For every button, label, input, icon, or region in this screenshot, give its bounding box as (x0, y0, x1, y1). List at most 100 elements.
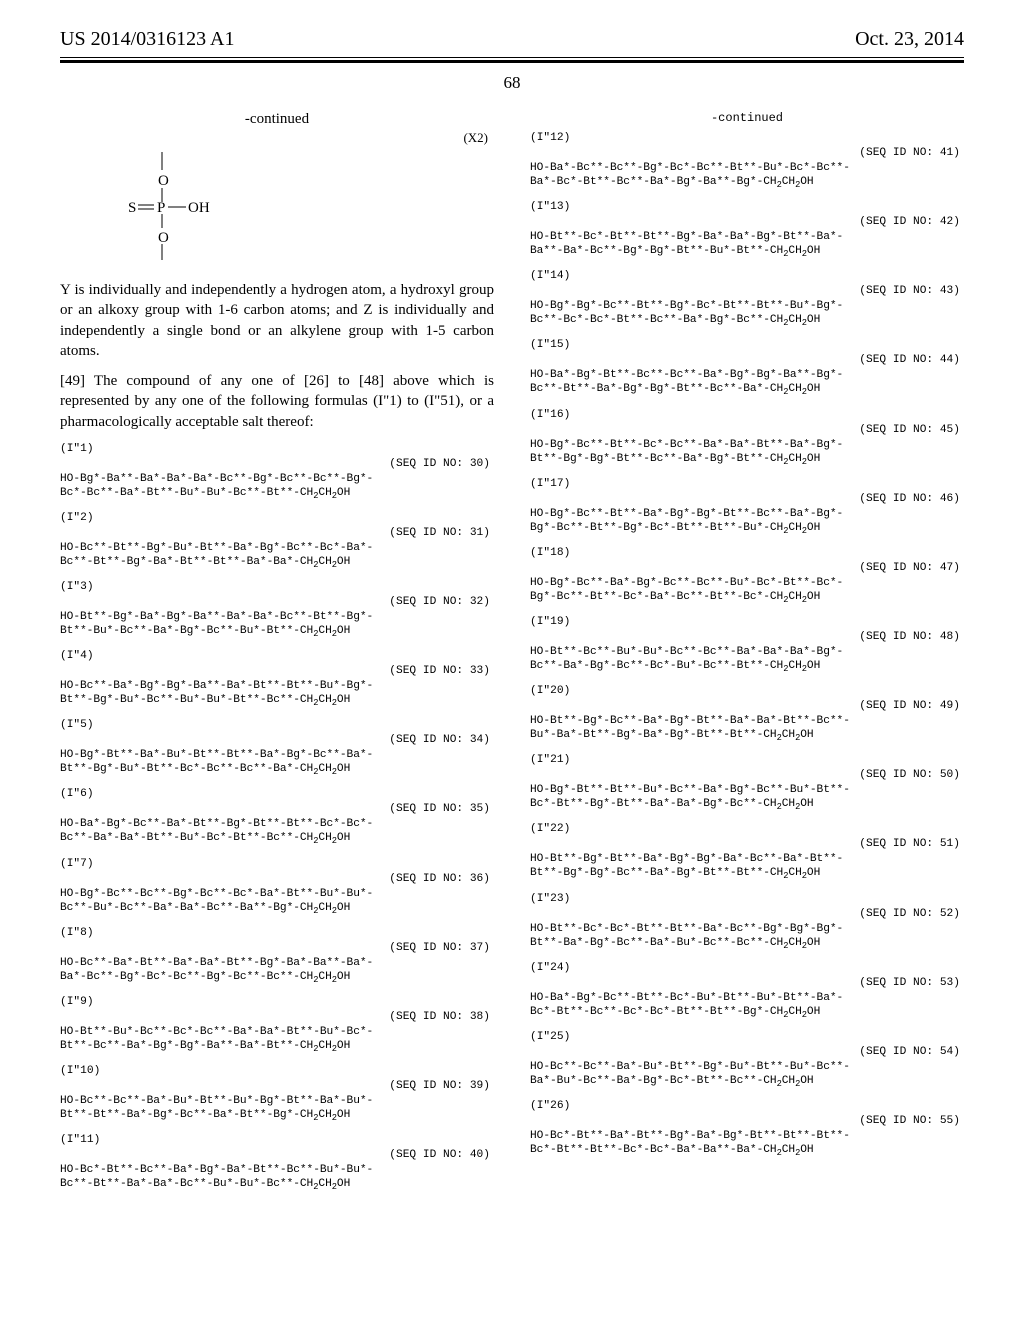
sequence-idno: (SEQ ID NO: 51) (530, 837, 964, 851)
sequence-line1: HO-Bg*-Bc**-Ba*-Bg*-Bc**-Bc**-Bu*-Bc*-Bt… (530, 576, 964, 590)
sequence-line1: HO-Bt**-Bc**-Bu*-Bu*-Bc**-Bc**-Ba*-Ba*-B… (530, 645, 964, 659)
sequence-label: (I"17) (530, 477, 964, 491)
sequence-line2: Bg*-Bc**-Bt**-Bg*-Bc*-Bt**-Bt**-Bu*-CH2C… (530, 521, 964, 537)
sequence-label: (I"19) (530, 615, 964, 629)
sequence-idno: (SEQ ID NO: 44) (530, 353, 964, 367)
sequence-idno: (SEQ ID NO: 53) (530, 976, 964, 990)
sequence-line2: Bt**-Bg*-Bg*-Bt**-Bc**-Ba*-Bg*-Bt**-CH2C… (530, 452, 964, 468)
sequence-label: (I"8) (60, 926, 494, 940)
sequence-line2: Bc**-Bt**-Ba*-Bg*-Bg*-Bt**-Bc**-Ba*-CH2C… (530, 382, 964, 398)
sequence-line2: Bc**-Bu*-Bc**-Ba*-Ba*-Bc**-Ba**-Bg*-CH2C… (60, 901, 494, 917)
sequence-block: (I"26)(SEQ ID NO: 55)HO-Bc*-Bt**-Ba*-Bt*… (530, 1099, 964, 1159)
sequence-line1: HO-Bg*-Bt**-Bt**-Bu*-Bc**-Ba*-Bg*-Bc**-B… (530, 783, 964, 797)
sequence-block: (I"17)(SEQ ID NO: 46)HO-Bg*-Bc**-Bt**-Ba… (530, 477, 964, 537)
sequence-label: (I"23) (530, 892, 964, 906)
sequence-line2: Ba**-Ba*-Bc**-Bg*-Bg*-Bt**-Bu*-Bt**-CH2C… (530, 244, 964, 260)
sequence-line1: HO-Bt**-Bc*-Bc*-Bt**-Bt**-Ba*-Bc**-Bg*-B… (530, 922, 964, 936)
sequence-line2: Ba*-Bc*-Bt**-Bc**-Ba*-Bg*-Ba**-Bg*-CH2CH… (530, 175, 964, 191)
sequence-line1: HO-Ba*-Bg*-Bc**-Bt**-Bc*-Bu*-Bt**-Bu*-Bt… (530, 991, 964, 1005)
sequence-label: (I"16) (530, 408, 964, 422)
header-rule-thin (60, 57, 964, 58)
sequence-block: (I"7)(SEQ ID NO: 36)HO-Bg*-Bc**-Bc**-Bg*… (60, 857, 494, 917)
sequence-label: (I"4) (60, 649, 494, 663)
sequence-line2: Bc**-Bt**-Ba*-Ba*-Bc**-Bu*-Bu*-Bc**-CH2C… (60, 1177, 494, 1193)
sequence-line1: HO-Bt**-Bg*-Bc**-Ba*-Bg*-Bt**-Ba*-Ba*-Bt… (530, 714, 964, 728)
sequence-block: (I"1)(SEQ ID NO: 30)HO-Bg*-Ba**-Ba*-Ba*-… (60, 442, 494, 502)
sequence-label: (I"15) (530, 338, 964, 352)
paragraph-49: [49] The compound of any one of [26] to … (60, 371, 494, 432)
sequence-line1: HO-Bg*-Bc**-Bt**-Ba*-Bg*-Bg*-Bt**-Bc**-B… (530, 507, 964, 521)
svg-text:S: S (128, 200, 136, 216)
sequence-label: (I"14) (530, 269, 964, 283)
sequence-line2: Bt**-Bg*-Bu*-Bt**-Bc*-Bc**-Bc**-Ba*-CH2C… (60, 762, 494, 778)
sequence-line1: HO-Bc**-Bc**-Ba*-Bu*-Bt**-Bg*-Bu*-Bt**-B… (530, 1060, 964, 1074)
sequence-block: (I"15)(SEQ ID NO: 44)HO-Ba*-Bg*-Bt**-Bc*… (530, 338, 964, 398)
sequence-idno: (SEQ ID NO: 40) (60, 1148, 494, 1162)
sequence-label: (I"18) (530, 546, 964, 560)
svg-text:OH: OH (188, 200, 210, 216)
sequence-line2: Bc**-Bt**-Bg*-Ba*-Bt**-Bt**-Ba*-Ba*-CH2C… (60, 555, 494, 571)
sequence-idno: (SEQ ID NO: 48) (530, 630, 964, 644)
sequence-line1: HO-Bg*-Bt**-Ba*-Bu*-Bt**-Bt**-Ba*-Bg*-Bc… (60, 748, 494, 762)
sequence-line1: HO-Bg*-Ba**-Ba*-Ba*-Ba*-Bc**-Bg*-Bc**-Bc… (60, 472, 494, 486)
sequence-idno: (SEQ ID NO: 49) (530, 699, 964, 713)
left-sequence-list: (I"1)(SEQ ID NO: 30)HO-Bg*-Ba**-Ba*-Ba*-… (60, 442, 494, 1194)
sequence-line2: Bt**-Bg*-Bu*-Bc**-Bu*-Bu*-Bt**-Bc**-CH2C… (60, 693, 494, 709)
sequence-line1: HO-Bc**-Bc**-Ba*-Bu*-Bt**-Bu*-Bg*-Bt**-B… (60, 1094, 494, 1108)
sequence-block: (I"24)(SEQ ID NO: 53)HO-Ba*-Bg*-Bc**-Bt*… (530, 961, 964, 1021)
sequence-idno: (SEQ ID NO: 47) (530, 561, 964, 575)
sequence-line1: HO-Bc*-Bt**-Bc**-Ba*-Bg*-Ba*-Bt**-Bc**-B… (60, 1163, 494, 1177)
sequence-label: (I"5) (60, 718, 494, 732)
sequence-line2: Bc*-Bt**-Bt**-Bc*-Bc*-Ba*-Ba**-Ba*-CH2CH… (530, 1143, 964, 1159)
sequence-label: (I"9) (60, 995, 494, 1009)
sequence-block: (I"13)(SEQ ID NO: 42)HO-Bt**-Bc*-Bt**-Bt… (530, 200, 964, 260)
sequence-line2: Bc*-Bt**-Bc**-Bc*-Bc*-Bt**-Bt**-Bg*-CH2C… (530, 1005, 964, 1021)
left-column: -continued (X2) O S P OH (60, 111, 494, 1202)
sequence-line2: Bg*-Bc**-Bt**-Bc*-Ba*-Bc**-Bt**-Bc*-CH2C… (530, 590, 964, 606)
sequence-label: (I"10) (60, 1064, 494, 1078)
sequence-line1: HO-Bt**-Bg*-Ba*-Bg*-Ba**-Ba*-Ba*-Bc**-Bt… (60, 610, 494, 624)
sequence-block: (I"16)(SEQ ID NO: 45)HO-Bg*-Bc**-Bt**-Bc… (530, 408, 964, 468)
sequence-idno: (SEQ ID NO: 52) (530, 907, 964, 921)
sequence-line2: Bc*-Bc**-Ba*-Bt**-Bu*-Bu*-Bc**-Bt**-CH2C… (60, 486, 494, 502)
sequence-block: (I"12)(SEQ ID NO: 41)HO-Ba*-Bc**-Bc**-Bg… (530, 131, 964, 191)
publication-date: Oct. 23, 2014 (855, 28, 964, 51)
sequence-line1: HO-Ba*-Bg*-Bc**-Ba*-Bt**-Bg*-Bt**-Bt**-B… (60, 817, 494, 831)
continued-label-left: -continued (60, 111, 494, 128)
sequence-idno: (SEQ ID NO: 38) (60, 1010, 494, 1024)
page-number: 68 (60, 73, 964, 93)
header-row: US 2014/0316123 A1 Oct. 23, 2014 (60, 28, 964, 51)
sequence-block: (I"2)(SEQ ID NO: 31)HO-Bc**-Bt**-Bg*-Bu*… (60, 511, 494, 571)
sequence-block: (I"20)(SEQ ID NO: 49)HO-Bt**-Bg*-Bc**-Ba… (530, 684, 964, 744)
sequence-label: (I"22) (530, 822, 964, 836)
continued-label-right: -continued (530, 111, 964, 125)
sequence-idno: (SEQ ID NO: 45) (530, 423, 964, 437)
sequence-idno: (SEQ ID NO: 33) (60, 664, 494, 678)
sequence-idno: (SEQ ID NO: 36) (60, 872, 494, 886)
sequence-label: (I"3) (60, 580, 494, 594)
sequence-line2: Bc**-Bc*-Bc*-Bt**-Bc**-Ba*-Bg*-Bc**-CH2C… (530, 313, 964, 329)
sequence-block: (I"5)(SEQ ID NO: 34)HO-Bg*-Bt**-Ba*-Bu*-… (60, 718, 494, 778)
sequence-block: (I"9)(SEQ ID NO: 38)HO-Bt**-Bu*-Bc**-Bc*… (60, 995, 494, 1055)
svg-text:O: O (158, 230, 169, 246)
sequence-line2: Bc**-Ba*-Bg*-Bc**-Bc*-Bu*-Bc**-Bt**-CH2C… (530, 659, 964, 675)
sequence-line1: HO-Ba*-Bg*-Bt**-Bc**-Bc**-Ba*-Bg*-Bg*-Ba… (530, 368, 964, 382)
sequence-block: (I"6)(SEQ ID NO: 35)HO-Ba*-Bg*-Bc**-Ba*-… (60, 787, 494, 847)
sequence-block: (I"25)(SEQ ID NO: 54)HO-Bc**-Bc**-Ba*-Bu… (530, 1030, 964, 1090)
sequence-line2: Bc*-Bt**-Bg*-Bt**-Ba*-Ba*-Bg*-Bc**-CH2CH… (530, 797, 964, 813)
sequence-label: (I"25) (530, 1030, 964, 1044)
sequence-idno: (SEQ ID NO: 32) (60, 595, 494, 609)
header-rule-thick (60, 60, 964, 63)
sequence-idno: (SEQ ID NO: 46) (530, 492, 964, 506)
sequence-block: (I"18)(SEQ ID NO: 47)HO-Bg*-Bc**-Ba*-Bg*… (530, 546, 964, 606)
right-sequence-list: (I"12)(SEQ ID NO: 41)HO-Ba*-Bc**-Bc**-Bg… (530, 131, 964, 1159)
sequence-block: (I"23)(SEQ ID NO: 52)HO-Bt**-Bc*-Bc*-Bt*… (530, 892, 964, 952)
sequence-label: (I"11) (60, 1133, 494, 1147)
sequence-block: (I"4)(SEQ ID NO: 33)HO-Bc**-Ba*-Bg*-Bg*-… (60, 649, 494, 709)
sequence-line1: HO-Bc*-Bt**-Ba*-Bt**-Bg*-Ba*-Bg*-Bt**-Bt… (530, 1129, 964, 1143)
columns: -continued (X2) O S P OH (60, 111, 964, 1202)
sequence-line1: HO-Bt**-Bg*-Bt**-Ba*-Bg*-Bg*-Ba*-Bc**-Ba… (530, 852, 964, 866)
sequence-line2: Ba*-Bc**-Bg*-Bc*-Bc**-Bg*-Bc**-Bc**-CH2C… (60, 970, 494, 986)
sequence-label: (I"24) (530, 961, 964, 975)
sequence-block: (I"22)(SEQ ID NO: 51)HO-Bt**-Bg*-Bt**-Ba… (530, 822, 964, 882)
